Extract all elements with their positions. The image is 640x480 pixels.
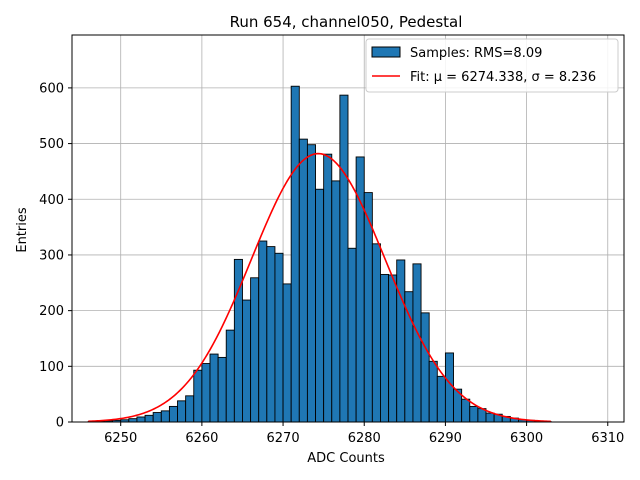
histogram-bar [290, 85, 300, 423]
histogram-bar [225, 329, 235, 423]
x-axis-ticks: 6250 6260 6270 6280 6290 6300 6310 [104, 422, 624, 446]
histogram-bar [152, 412, 162, 423]
chart-title: Run 654, channel050, Pedestal [230, 13, 463, 31]
histogram-bar [136, 416, 146, 423]
histogram-bar [371, 243, 381, 423]
histogram-bar [461, 398, 471, 423]
histogram-bar [193, 369, 203, 423]
histogram-bar [274, 252, 284, 423]
y-axis-label: Entries [15, 207, 30, 253]
histogram-bar [209, 353, 219, 423]
y-tick-label: 500 [39, 137, 64, 152]
x-tick-label: 6290 [429, 431, 462, 446]
y-tick-label: 300 [39, 248, 64, 263]
histogram-bar [412, 263, 422, 423]
histogram-bar [420, 312, 430, 423]
histogram-bar [266, 246, 276, 423]
histogram-bar [339, 94, 349, 423]
legend-label-histogram: Samples: RMS=8.09 [410, 46, 542, 61]
histogram-bar [217, 356, 227, 423]
y-tick-label: 600 [39, 81, 64, 96]
histogram-bar [428, 360, 438, 423]
histogram-bar [177, 400, 187, 423]
histogram-bar [396, 259, 406, 423]
histogram-bar [404, 291, 414, 423]
histogram-bar [436, 375, 446, 423]
histogram-bar [315, 188, 325, 423]
histogram-bar [282, 283, 292, 423]
x-tick-label: 6300 [510, 431, 543, 446]
histogram-bar [306, 144, 316, 423]
histogram-bar [469, 405, 479, 423]
histogram-bar [185, 395, 195, 423]
fit-curve [88, 152, 551, 423]
histogram-bars [87, 85, 552, 423]
legend-box [365, 38, 619, 93]
legend: Samples: RMS=8.09 Fit: μ = 6274.338, σ =… [365, 38, 619, 93]
histogram-bar [380, 273, 390, 423]
legend-swatch-histogram [371, 46, 401, 58]
x-tick-label: 6250 [104, 431, 137, 446]
x-tick-label: 6270 [267, 431, 300, 446]
y-axis-ticks: 0 100 200 300 400 500 600 [39, 81, 72, 431]
histogram-bar [323, 153, 333, 423]
histogram-bar [242, 299, 252, 423]
y-tick-label: 200 [39, 304, 64, 319]
y-tick-label: 100 [39, 360, 64, 375]
histogram-bar [250, 277, 260, 423]
histogram-bar [128, 418, 138, 423]
histogram-bar [347, 247, 357, 423]
histogram-bar [298, 138, 308, 423]
plot-frame [71, 34, 625, 423]
histogram-bar [144, 414, 154, 423]
histogram-bar [485, 412, 495, 423]
x-tick-label: 6260 [185, 431, 218, 446]
x-tick-label: 6280 [348, 431, 381, 446]
histogram-bar [331, 180, 341, 423]
histogram-bar [201, 363, 211, 423]
y-tick-label: 0 [56, 416, 64, 431]
histogram-bar [444, 352, 454, 423]
histogram-bar [160, 410, 170, 423]
histogram-bar [168, 405, 178, 423]
legend-label-fit: Fit: μ = 6274.338, σ = 8.236 [410, 70, 596, 85]
x-tick-label: 6310 [591, 431, 624, 446]
y-tick-label: 400 [39, 193, 64, 208]
histogram-bar [258, 240, 268, 423]
x-axis-label: ADC Counts [307, 451, 385, 466]
histogram-bar [388, 274, 398, 423]
